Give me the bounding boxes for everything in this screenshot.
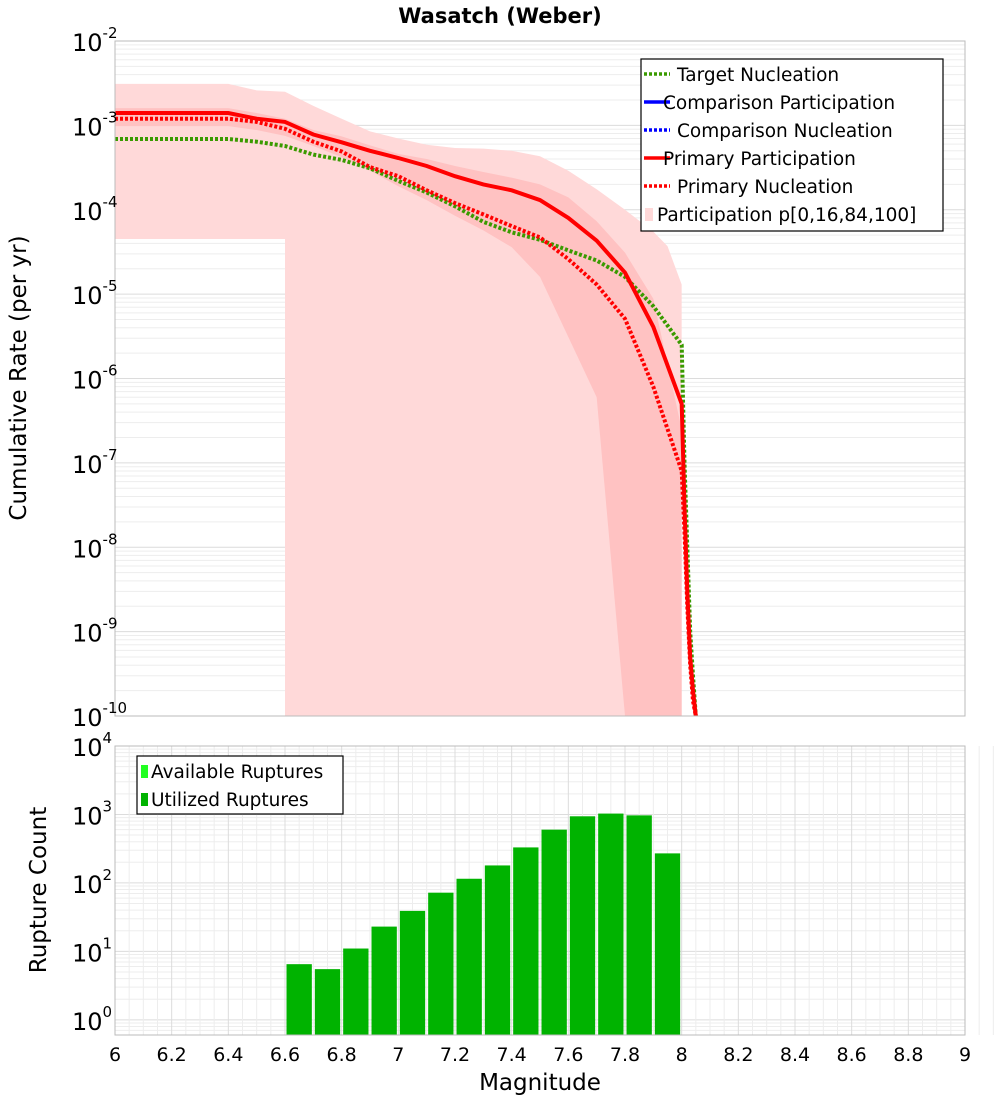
rupture-count-bar [456,878,482,1035]
magnitude-x-tick-label: 9 [959,1044,971,1066]
primary-participation-line [115,111,698,716]
rate-y-tick-label: 10-9 [72,615,118,648]
magnitude-x-tick-label: 7.4 [497,1044,527,1066]
count-legend-box [136,755,344,815]
magnitude-x-tick-label: 6.4 [213,1044,243,1066]
count-y-tick-label: 101 [72,934,112,967]
magnitude-x-tick-label: 6.8 [327,1044,357,1066]
magnitude-x-tick-label: 8.6 [837,1044,867,1066]
magnitude-x-tick-label: 8.8 [893,1044,923,1066]
rate-plot-data [115,83,698,716]
rupture-count-bar [371,926,397,1035]
rate-y-tick-label: 10-5 [72,277,118,310]
magnitude-x-tick-label: 7.6 [553,1044,583,1066]
rate-y-tick-label: 10-7 [72,446,118,479]
legend-label-primary-nucleation: Primary Nucleation [677,177,853,198]
magnitude-x-tick-label: 6 [109,1044,121,1066]
magnitude-x-tick-label: 7 [392,1044,404,1066]
rupture-count-bar [626,815,652,1035]
rupture-count-bar [569,816,596,1035]
rupture-count-bar [314,969,341,1035]
legend-label-available-ruptures: Available Ruptures [151,762,323,783]
legend-label-primary-participation: Primary Participation [663,149,856,170]
legend-label-comparison-participation: Comparison Participation [663,93,895,114]
rupture-count-bar [541,829,567,1035]
legend-swatch-participation-band [645,208,653,221]
count-y-tick-label: 104 [72,729,112,762]
legend-swatch-available-ruptures [141,765,148,778]
magnitude-x-tick-label: 8.4 [780,1044,810,1066]
count-y-axis-label: Rupture Count [26,807,52,973]
count-y-tick-label: 100 [72,1003,112,1036]
participation-band-inner [115,108,682,716]
rate-y-tick-label: 10-2 [72,24,118,57]
rate-y-tick-label: 10-6 [72,362,118,395]
legend-label-comparison-nucleation: Comparison Nucleation [677,121,893,142]
rate-y-tick-label: 10-10 [72,699,127,732]
legend-label-utilized-ruptures: Utilized Ruptures [151,790,309,811]
rupture-count-bar [513,847,539,1035]
magnitude-x-tick-label: 7.8 [610,1044,640,1066]
target-nucleation-line [115,137,698,716]
count-y-tick-label: 103 [72,797,112,830]
rate-y-tick-label: 10-8 [72,530,118,563]
count-plot-frame [114,745,966,1036]
rupture-count-bar [286,964,312,1035]
chart-title: Wasatch (Weber) [398,4,602,28]
rate-y-tick-label: 10-4 [72,193,118,226]
rate-legend-box [640,58,944,232]
legend-label-participation-p-0-16-84-100-: Participation p[0,16,84,100] [657,205,916,226]
primary-nucleation-line [115,116,698,716]
magnitude-x-axis-label: Magnitude [479,1070,601,1096]
rupture-count-bar [484,865,511,1035]
magnitude-x-tick-label: 8 [676,1044,688,1066]
legend-swatch-utilized-ruptures [141,793,148,806]
count-y-tick-label: 102 [72,866,112,899]
magnitude-x-tick-label: 7.2 [440,1044,470,1066]
magnitude-x-tick-label: 8.2 [723,1044,753,1066]
rate-y-axis-label: Cumulative Rate (per yr) [6,235,32,520]
magnitude-x-tick-label: 6.6 [270,1044,300,1066]
rupture-count-bar [428,892,454,1035]
rupture-count-plot: 100 101 102 103 104 6 6.2 6.4 6.6 6.8 7 7.2 7.4 7.6 7.… [72,729,994,1066]
rupture-count-bar [654,853,681,1035]
rate-plot-frame [114,40,966,717]
rupture-count-bar [343,948,369,1035]
rupture-count-bar [598,813,624,1035]
rupture-count-bar [399,910,426,1035]
legend-label-target-nucleation: Target Nucleation [676,65,839,86]
rate-y-tick-label: 10-3 [72,108,118,141]
rate-plot: 10-10 10-9 10-8 10-7 10-6 10-5 10-4 10-3 10-2 Tar… [72,24,966,732]
magnitude-x-tick-label: 6.2 [157,1044,187,1066]
